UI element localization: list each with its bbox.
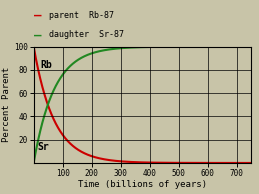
Y-axis label: Percent Parent: Percent Parent xyxy=(3,67,11,142)
Text: daughter  Sr-87: daughter Sr-87 xyxy=(49,30,124,39)
Text: —: — xyxy=(34,28,41,42)
Text: parent  Rb-87: parent Rb-87 xyxy=(49,11,114,20)
Text: Sr: Sr xyxy=(38,142,49,152)
X-axis label: Time (billions of years): Time (billions of years) xyxy=(78,180,207,189)
Text: —: — xyxy=(34,9,41,22)
Text: Rb: Rb xyxy=(40,60,52,69)
